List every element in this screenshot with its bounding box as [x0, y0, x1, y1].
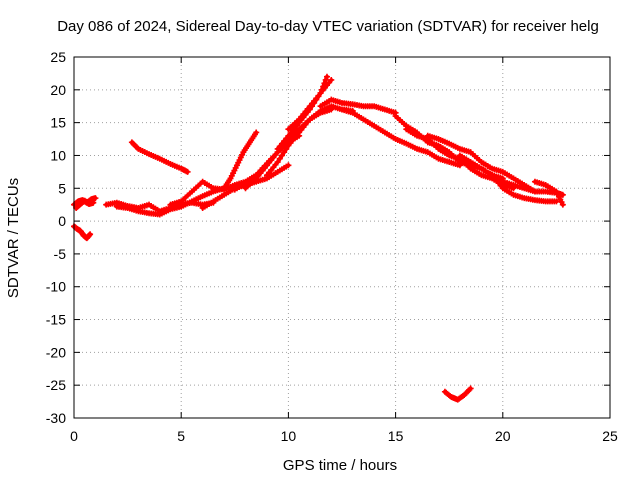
chart-title: Day 086 of 2024, Sidereal Day-to-day VTE… [57, 18, 599, 35]
series-arc-14 [285, 73, 330, 133]
series-arc-15 [317, 96, 399, 116]
data-point [318, 86, 325, 93]
data-point [283, 145, 290, 152]
x-tick-label: 15 [388, 428, 404, 444]
data-point [323, 73, 330, 80]
data-point [559, 201, 566, 208]
data-point [276, 155, 283, 162]
data-point [278, 152, 285, 159]
series-arc-19 [424, 132, 538, 195]
y-tick-label: -10 [46, 279, 66, 295]
data-point [328, 76, 335, 83]
data-point [559, 191, 566, 198]
data-point [317, 90, 324, 97]
x-tick-label: 0 [70, 428, 78, 444]
series-arc-16 [339, 106, 463, 169]
y-tick-label: 5 [58, 180, 66, 196]
x-tick-label: 10 [281, 428, 297, 444]
data-point [253, 129, 260, 136]
x-tick-label: 20 [495, 428, 511, 444]
series-arc-2 [73, 197, 97, 211]
series-arc-9 [221, 129, 260, 192]
y-tick-label: -5 [54, 246, 67, 262]
data-point [184, 168, 191, 175]
axis-ticks [73, 56, 611, 419]
y-tick-label: -15 [46, 312, 66, 328]
y-tick-labels: -30 -25 -20 -15 -10 -5 0 5 10 15 20 25 [46, 49, 66, 426]
x-tick-label: 5 [177, 428, 185, 444]
y-axis-title: SDTVAR / TECUs [5, 178, 22, 298]
data-point [321, 80, 328, 87]
data-point [87, 231, 94, 238]
y-tick-label: 15 [50, 115, 66, 131]
y-tick-label: -25 [46, 377, 66, 393]
data-point [320, 83, 327, 90]
data-point [274, 159, 281, 166]
data-points [71, 73, 566, 403]
series-arc-21 [478, 165, 560, 205]
data-point [90, 199, 97, 206]
data-point [553, 198, 560, 205]
y-tick-label: 0 [58, 213, 66, 229]
data-point [467, 385, 474, 392]
x-tick-label: 25 [602, 428, 618, 444]
y-tick-label: 25 [50, 49, 66, 65]
x-axis-title: GPS time / hours [283, 457, 397, 474]
data-point [281, 149, 288, 156]
data-point [322, 76, 329, 83]
y-tick-label: 20 [50, 82, 66, 98]
plot-frame [73, 56, 611, 419]
series-arc-3 [71, 223, 94, 242]
data-point [92, 195, 99, 202]
y-tick-label: 10 [50, 147, 66, 163]
series-arc-22 [531, 178, 566, 208]
y-tick-label: -30 [46, 410, 66, 426]
y-tick-label: -20 [46, 344, 66, 360]
x-tick-labels: 0 5 10 15 20 25 [70, 428, 618, 444]
series-arc-6 [128, 139, 191, 175]
series-arc-23 [441, 385, 474, 403]
data-point [285, 162, 292, 169]
